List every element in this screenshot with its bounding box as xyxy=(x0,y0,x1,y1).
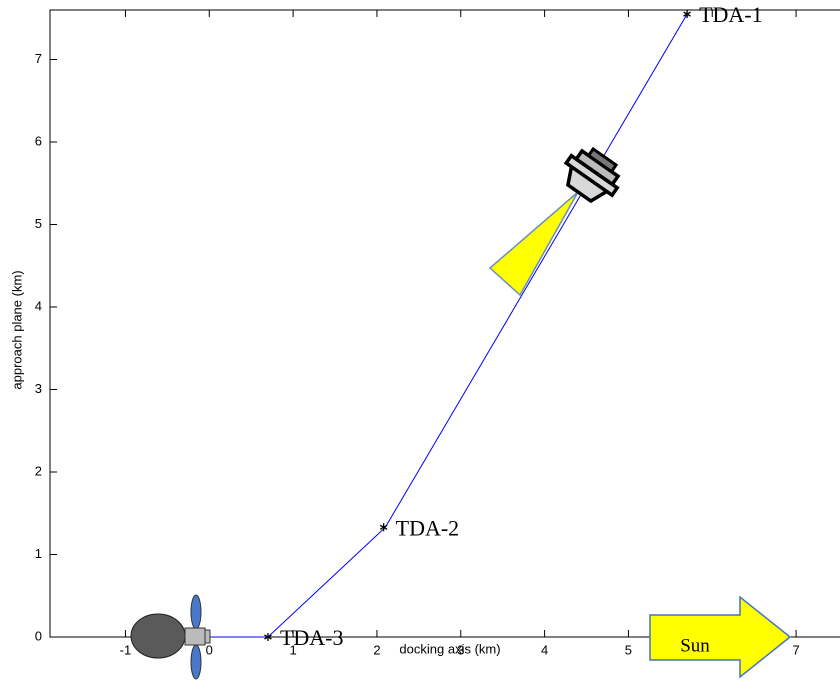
y-tick-label: 7 xyxy=(35,51,42,66)
y-tick-label: 2 xyxy=(35,463,42,478)
capsule xyxy=(556,141,627,209)
x-tick-label: 3 xyxy=(457,642,464,657)
sun-label: Sun xyxy=(680,635,710,656)
sun-arrow: Sun xyxy=(650,597,790,677)
point-label: TDA-1 xyxy=(699,2,763,27)
y-tick-label: 3 xyxy=(35,381,42,396)
spacecraft-icon xyxy=(490,141,628,295)
chart: docking axis (km) approach plane (km) -1… xyxy=(0,0,840,700)
data-line xyxy=(209,14,687,637)
x-tick-label: 2 xyxy=(373,642,380,657)
x-tick-label: 0 xyxy=(206,642,213,657)
y-axis-label: approach plane (km) xyxy=(9,270,24,389)
x-tick-label: 7 xyxy=(792,642,799,657)
y-tick-label: 5 xyxy=(35,216,42,231)
station-icon xyxy=(131,595,210,679)
y-tick-label: 0 xyxy=(35,628,42,643)
point-label: TDA-2 xyxy=(396,515,460,540)
point-label: TDA-3 xyxy=(280,625,344,650)
y-tick-label: 1 xyxy=(35,546,42,561)
y-tick-label: 6 xyxy=(35,133,42,148)
x-tick-label: -1 xyxy=(120,642,132,657)
point-marker xyxy=(684,10,691,18)
x-tick-label: 5 xyxy=(625,642,632,657)
x-axis-label: docking axis (km) xyxy=(399,641,500,656)
x-tick-label: 4 xyxy=(541,642,548,657)
point-marker xyxy=(380,523,387,531)
beam xyxy=(490,192,578,295)
axes-box xyxy=(50,10,840,637)
y-tick-label: 4 xyxy=(35,298,42,313)
